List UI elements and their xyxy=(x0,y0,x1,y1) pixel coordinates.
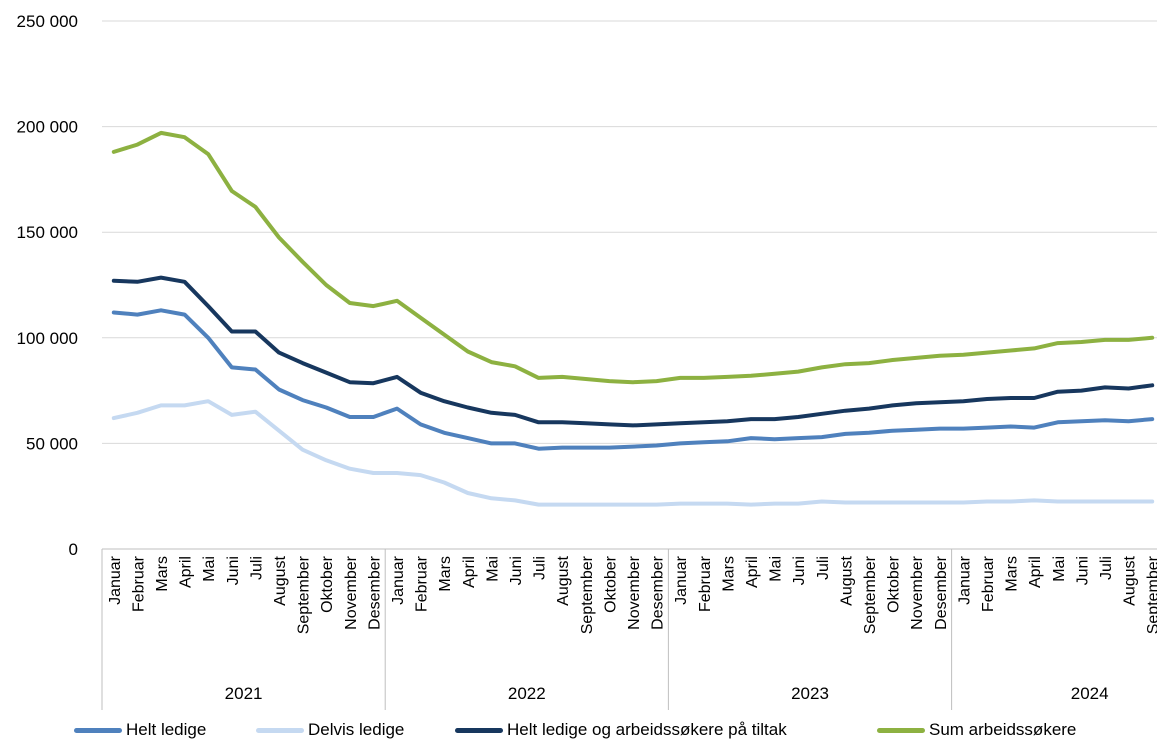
x-tick-label: Juni xyxy=(1074,556,1091,585)
x-tick-label: August xyxy=(272,555,289,605)
x-tick-label: November xyxy=(909,555,926,629)
x-tick-label: Mars xyxy=(437,556,454,592)
x-tick-label: Februar xyxy=(697,555,714,612)
legend-item: Helt ledige og arbeidssøkere på tiltak xyxy=(455,718,787,742)
x-tick-label: August xyxy=(838,555,855,605)
x-tick-label: August xyxy=(555,555,572,605)
legend-swatch xyxy=(877,728,925,733)
legend-swatch xyxy=(74,728,122,733)
x-tick-label: Januar xyxy=(390,555,407,605)
x-tick-label: Desember xyxy=(650,555,667,629)
x-axis: Januar Februar Mars April Mai Juni Juli August S… xyxy=(102,549,1157,710)
legend: Helt ledige Delvis ledige Helt ledige og a… xyxy=(0,718,1157,742)
legend-label: Helt ledige xyxy=(126,720,206,740)
x-tick-label: April xyxy=(1027,556,1044,588)
x-tick-label: Juli xyxy=(815,556,832,580)
y-tick-label: 200 000 xyxy=(17,118,78,137)
x-tick-label: Mai xyxy=(768,556,785,582)
line-chart: 0 50 000 100 000 150 000 200 000 250 000 Janu… xyxy=(0,0,1157,718)
year-label: 2021 xyxy=(225,684,263,703)
x-tick-label: Oktober xyxy=(319,555,336,613)
x-tick-label: Februar xyxy=(980,555,997,612)
x-tick-label: August xyxy=(1122,555,1139,605)
legend-label: Delvis ledige xyxy=(308,720,404,740)
x-tick-label: Mai xyxy=(1051,556,1068,582)
x-tick-label: April xyxy=(178,556,195,588)
legend-label: Helt ledige og arbeidssøkere på tiltak xyxy=(507,720,787,740)
y-tick-label: 150 000 xyxy=(17,223,78,242)
series-lines xyxy=(114,133,1152,505)
y-tick-label: 0 xyxy=(69,540,78,559)
x-tick-label: Mars xyxy=(1004,556,1021,592)
x-tick-label: November xyxy=(343,555,360,629)
x-tick-label: Juli xyxy=(532,556,549,580)
legend-item: Helt ledige xyxy=(74,718,206,742)
x-tick-label: Oktober xyxy=(886,555,903,613)
legend-swatch xyxy=(256,728,304,733)
x-tick-label: Mars xyxy=(154,556,171,592)
x-tick-label: September xyxy=(862,555,879,634)
x-tick-label: Juni xyxy=(791,556,808,585)
x-tick-label: Mai xyxy=(201,556,218,582)
y-tick-label: 100 000 xyxy=(17,329,78,348)
x-tick-label: Desember xyxy=(933,555,950,629)
legend-item: Sum arbeidssøkere xyxy=(877,718,1076,742)
year-label: 2022 xyxy=(508,684,546,703)
series-line-2 xyxy=(114,401,1152,504)
x-tick-label: Januar xyxy=(956,555,973,605)
x-tick-label: April xyxy=(744,556,761,588)
x-tick-label: Juni xyxy=(508,556,525,585)
x-tick-label: Juli xyxy=(1098,556,1115,580)
x-tick-label: Oktober xyxy=(602,555,619,613)
x-tick-label: Juli xyxy=(248,556,265,580)
year-label: 2023 xyxy=(791,684,829,703)
y-tick-label: 250 000 xyxy=(17,12,78,31)
x-tick-label: November xyxy=(626,555,643,629)
x-tick-label: September xyxy=(296,555,313,634)
x-tick-label: Juni xyxy=(225,556,242,585)
x-tick-label: Mai xyxy=(484,556,501,582)
x-tick-label: Desember xyxy=(366,555,383,629)
x-tick-label: April xyxy=(461,556,478,588)
legend-swatch xyxy=(455,728,503,733)
x-tick-label: Februar xyxy=(414,555,431,612)
x-tick-label: September xyxy=(579,555,596,634)
year-label: 2024 xyxy=(1071,684,1109,703)
x-tick-label: Januar xyxy=(107,555,124,605)
y-tick-label: 50 000 xyxy=(26,434,78,453)
x-tick-label: Mars xyxy=(720,556,737,592)
legend-item: Delvis ledige xyxy=(256,718,404,742)
legend-label: Sum arbeidssøkere xyxy=(929,720,1076,740)
x-tick-label: Januar xyxy=(673,555,690,605)
x-tick-label: Februar xyxy=(130,555,147,612)
y-axis-ticks: 0 50 000 100 000 150 000 200 000 250 000 xyxy=(17,12,78,559)
x-tick-label: September xyxy=(1145,555,1157,634)
series-line-1 xyxy=(114,310,1152,448)
